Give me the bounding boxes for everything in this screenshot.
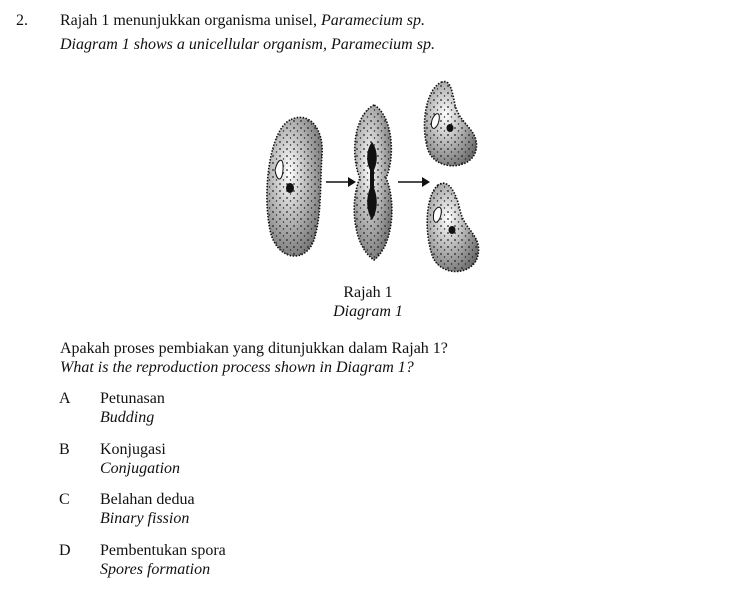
stem-ms-prefix: Rajah 1 menunjukkan organisma unisel, <box>60 12 321 29</box>
prompt-ms: Apakah proses pembiakan yang ditunjukkan… <box>60 340 448 357</box>
figure-caption-en: Diagram 1 <box>333 303 403 320</box>
option-c-en[interactable]: Binary fission <box>100 510 190 527</box>
option-b-letter[interactable]: B <box>59 441 70 458</box>
option-a-ms[interactable]: Petunasan <box>100 390 165 407</box>
question-number: 2. <box>16 12 28 29</box>
option-a-letter[interactable]: A <box>59 390 71 407</box>
figure-caption-ms: Rajah 1 <box>343 284 393 301</box>
option-d-en[interactable]: Spores formation <box>100 561 211 578</box>
option-b-ms[interactable]: Konjugasi <box>100 441 166 458</box>
option-d-letter[interactable]: D <box>59 542 71 559</box>
question-stem-ms: Rajah 1 menunjukkan organisma unisel, Pa… <box>60 12 425 30</box>
option-d-ms[interactable]: Pembentukan spora <box>100 542 226 559</box>
option-a-en[interactable]: Budding <box>100 409 155 426</box>
paramecium-binary-fission-figure <box>266 80 480 273</box>
option-c-ms[interactable]: Belahan dedua <box>100 491 195 508</box>
dividing-cell <box>353 104 393 261</box>
arrow-2 <box>398 177 430 187</box>
daughter-cell-bottom <box>426 182 480 273</box>
parent-cell <box>266 116 323 257</box>
prompt-en: What is the reproduction process shown i… <box>60 359 414 376</box>
question-stem-en: Diagram 1 shows a unicellular organism, … <box>60 36 435 53</box>
option-c-letter[interactable]: C <box>59 491 70 508</box>
arrow-1 <box>326 177 356 187</box>
stem-ms-species: Paramecium sp. <box>321 12 425 29</box>
option-b-en[interactable]: Conjugation <box>100 460 181 477</box>
daughter-cell-top <box>423 80 478 167</box>
